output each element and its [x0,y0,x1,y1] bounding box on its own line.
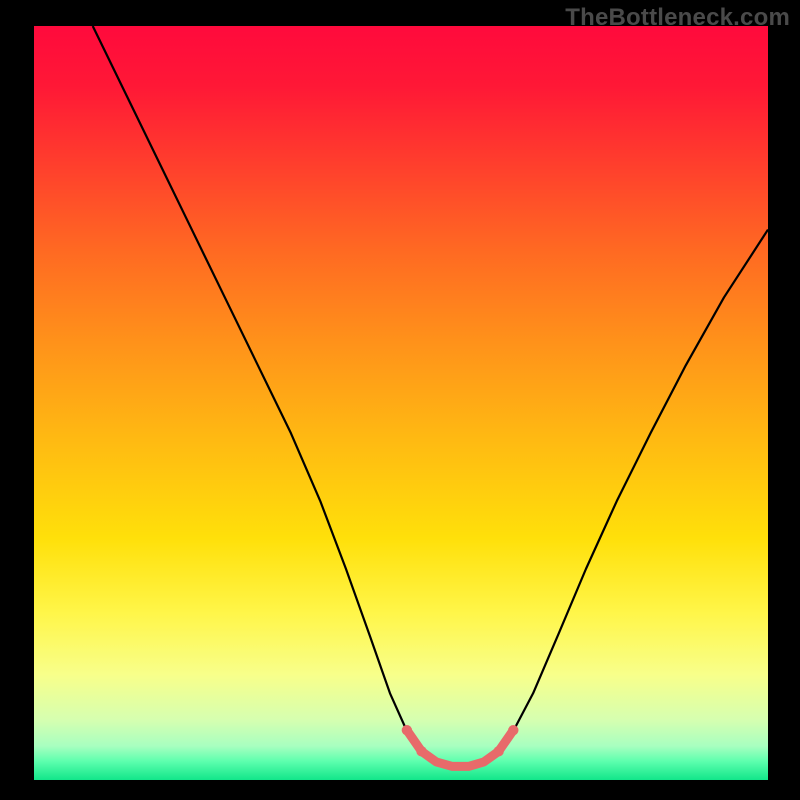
plot-area [34,26,768,780]
highlight-dot [416,746,426,756]
highlight-dot [508,725,518,735]
highlight-dot [493,746,503,756]
highlight-dot [402,725,412,735]
watermark-text: TheBottleneck.com [565,4,790,32]
chart-frame: TheBottleneck.com [0,0,800,800]
bottleneck-curve [93,26,768,768]
curve-layer [34,26,768,780]
